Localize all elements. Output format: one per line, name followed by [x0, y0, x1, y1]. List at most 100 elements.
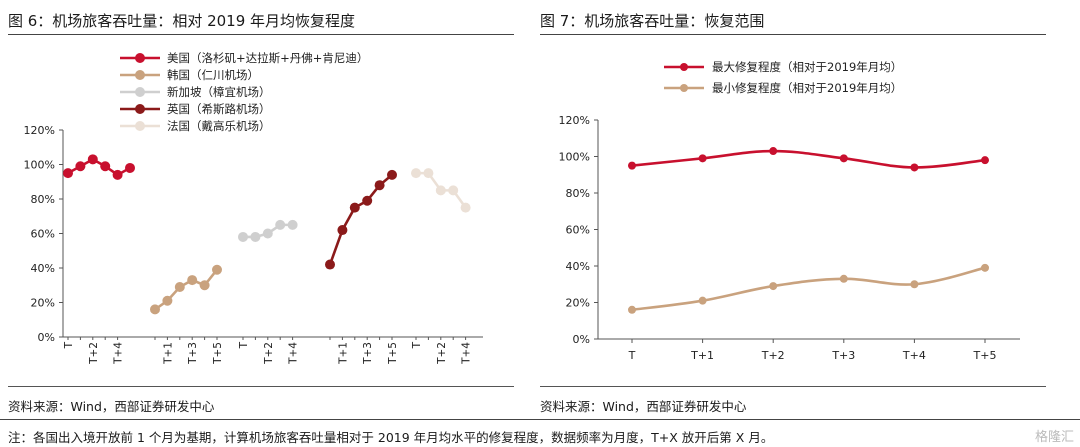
- x-tick-label: T+2: [263, 342, 275, 365]
- series-line: [631, 149, 986, 169]
- data-point: [698, 154, 707, 163]
- data-point: [387, 169, 397, 180]
- x-tick-label: T+3: [362, 342, 374, 365]
- data-point: [698, 296, 707, 305]
- y-tick-label: 20%: [566, 297, 590, 310]
- right-chart-title: 图 7：机场旅客吞吐量：恢复范围: [540, 12, 765, 30]
- x-tick-label: T: [411, 341, 423, 349]
- legend-label: 最大修复程度（相对于2019年月均）: [712, 60, 902, 74]
- y-tick-label: 80%: [566, 187, 590, 200]
- data-point: [262, 228, 273, 239]
- series-line: [631, 266, 986, 312]
- left-chart: 0% 20% 40% 60% 80% 100% 120% T T+2 T+4 T+1 T+3 T+5 T T…: [24, 51, 483, 365]
- data-point: [448, 185, 459, 196]
- legend-label: 最小修复程度（相对于2019年月均）: [712, 81, 902, 95]
- right-source: 资料来源：Wind，西部证券研发中心: [540, 399, 747, 414]
- footnote: 注：各国出入境开放前 1 个月为基期，计算机场旅客吞吐量相对于 2019 年月均…: [8, 430, 774, 445]
- data-point: [112, 169, 123, 180]
- watermark: 格隆汇: [1034, 430, 1074, 445]
- y-tick-label: 20%: [31, 297, 55, 310]
- y-tick-label: 120%: [559, 114, 590, 127]
- data-point: [250, 231, 261, 242]
- data-point: [423, 168, 434, 179]
- x-tick-label: T+3: [187, 342, 199, 365]
- data-point: [910, 280, 919, 289]
- data-point: [174, 281, 185, 292]
- data-point: [374, 180, 385, 191]
- data-point: [628, 305, 636, 314]
- x-tick-label: T+5: [212, 342, 224, 365]
- legend-label: 法国（戴高乐机场）: [167, 119, 271, 133]
- data-point: [212, 264, 222, 275]
- legend-swatch-marker: [135, 121, 145, 131]
- data-point: [349, 202, 360, 213]
- legend-swatch-marker: [135, 87, 145, 97]
- y-tick-label: 0%: [38, 331, 55, 344]
- y-tick-label: 100%: [559, 151, 590, 164]
- legend-swatch-marker: [680, 63, 688, 71]
- x-tick-label: T+1: [690, 349, 714, 362]
- right-title-rule: [540, 34, 1046, 35]
- x-tick-label: T+3: [831, 349, 855, 362]
- right-chart: 0% 20% 40% 60% 80% 100% 120% T T+1 T+2 T+3 T+4 T+5 最大…: [559, 60, 1020, 362]
- data-point: [769, 282, 778, 291]
- x-tick-label: T+2: [761, 349, 785, 362]
- legend-label: 英国（希斯路机场）: [167, 102, 271, 116]
- y-tick-label: 0%: [573, 333, 590, 346]
- note-rule: [0, 419, 1080, 420]
- data-point: [910, 163, 919, 172]
- data-point: [839, 154, 848, 163]
- legend-label: 新加坡（樟宜机场）: [167, 85, 271, 99]
- data-point: [628, 161, 636, 170]
- y-tick-label: 60%: [31, 228, 55, 241]
- data-point: [199, 280, 210, 291]
- x-tick-label: T+2: [88, 342, 100, 365]
- x-tick-label: T+5: [387, 342, 399, 365]
- data-point: [435, 185, 446, 196]
- data-point: [325, 259, 335, 270]
- x-tick-label: T+4: [113, 342, 125, 365]
- data-point: [275, 219, 286, 230]
- data-point: [100, 161, 111, 172]
- legend-label: 韩国（仁川机场）: [167, 68, 259, 82]
- data-point: [125, 162, 135, 173]
- data-point: [337, 225, 348, 236]
- x-tick-label: T: [63, 341, 75, 349]
- y-tick-label: 60%: [566, 224, 590, 237]
- data-point: [150, 304, 160, 315]
- data-point: [187, 275, 198, 286]
- data-point: [63, 168, 73, 179]
- data-point: [287, 219, 298, 230]
- x-tick-label: T+4: [461, 342, 473, 365]
- data-point: [981, 263, 989, 272]
- data-point: [238, 231, 248, 242]
- x-tick-label: T+1: [337, 342, 349, 365]
- x-tick-label: T: [238, 341, 250, 349]
- x-tick-label: T+2: [436, 342, 448, 365]
- x-tick-label: T: [628, 349, 636, 362]
- data-point: [75, 161, 86, 172]
- data-point: [769, 147, 778, 156]
- x-tick-label: T+4: [902, 349, 926, 362]
- legend-label: 美国（洛杉矶+达拉斯+丹佛+肯尼迪）: [167, 51, 368, 65]
- left-chart-title: 图 6：机场旅客吞吐量：相对 2019 年月均恢复程度: [8, 12, 356, 30]
- right-source-rule: [540, 386, 1046, 387]
- left-title-rule: [8, 34, 514, 35]
- data-point: [981, 156, 989, 165]
- x-tick-label: T+1: [162, 342, 174, 365]
- data-point: [162, 295, 173, 306]
- legend-swatch-marker: [135, 53, 145, 63]
- data-point: [87, 154, 98, 165]
- data-point: [411, 168, 421, 179]
- x-tick-label: T+5: [973, 349, 997, 362]
- left-source-rule: [8, 386, 514, 387]
- y-tick-label: 40%: [566, 260, 590, 273]
- y-tick-label: 40%: [31, 262, 55, 275]
- left-source: 资料来源：Wind，西部证券研发中心: [8, 399, 215, 414]
- data-point: [460, 202, 471, 213]
- data-point: [362, 195, 373, 206]
- y-tick-label: 100%: [24, 159, 55, 172]
- x-tick-label: T+4: [288, 342, 300, 365]
- legend-swatch-marker: [135, 70, 145, 80]
- data-point: [839, 274, 848, 283]
